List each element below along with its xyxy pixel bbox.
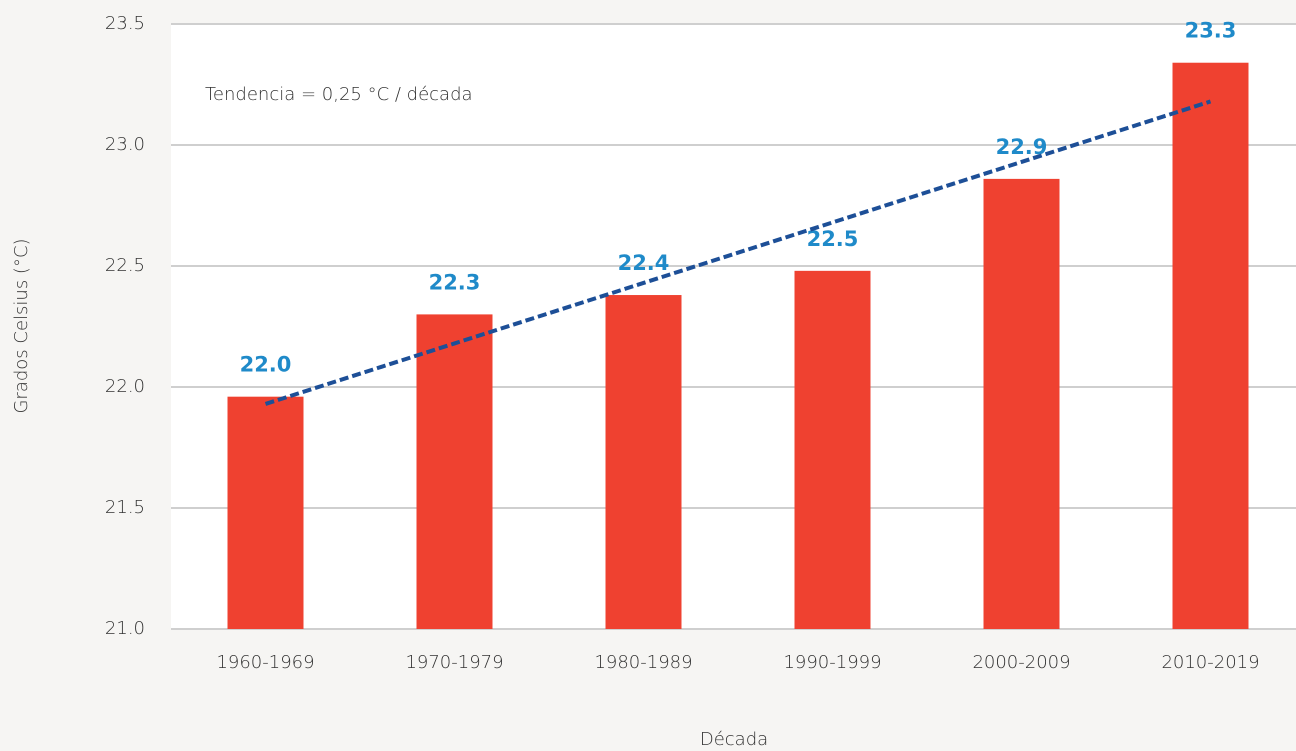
annotation: Tendencia = 0,25 °C / década	[205, 84, 473, 105]
x-tick-label: 1960-1969	[216, 652, 314, 673]
value-label: 22.5	[807, 227, 859, 251]
trend-line	[264, 99, 1212, 406]
bar	[227, 396, 304, 629]
y-tick-label: 22.5	[105, 255, 145, 276]
x-tick-label: 2010-2019	[1161, 652, 1259, 673]
bar	[983, 178, 1060, 629]
x-tick-label: 1990-1999	[783, 652, 881, 673]
value-label: 22.4	[618, 251, 670, 275]
x-tick-label: 2000-2009	[972, 652, 1070, 673]
value-label: 23.3	[1185, 19, 1237, 43]
value-label: 22.0	[240, 353, 292, 377]
y-axis-label: Grados Celsius (°C)	[11, 238, 32, 413]
y-tick-label: 23.5	[105, 13, 145, 34]
bar	[605, 295, 682, 629]
y-tick-label: 22.0	[105, 376, 145, 397]
plot-area	[171, 24, 1296, 629]
x-tick-label: 1980-1989	[594, 652, 692, 673]
y-tick-label: 23.0	[105, 134, 145, 155]
y-tick-label: 21.0	[105, 618, 145, 639]
x-tick-label: 1970-1979	[405, 652, 503, 673]
y-tick-label: 21.5	[105, 497, 145, 518]
bar	[794, 270, 871, 629]
bar	[416, 314, 493, 629]
x-axis-label: Década	[700, 729, 768, 750]
value-label: 22.3	[429, 270, 481, 294]
bar	[1172, 62, 1249, 630]
